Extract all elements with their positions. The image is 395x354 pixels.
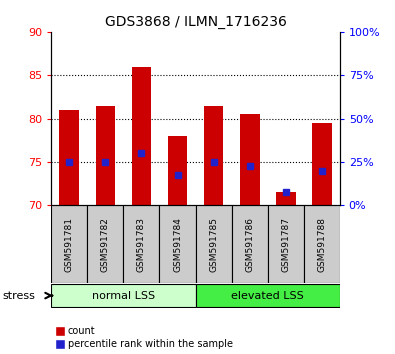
FancyBboxPatch shape: [267, 205, 304, 283]
FancyBboxPatch shape: [196, 205, 231, 283]
FancyBboxPatch shape: [51, 284, 196, 308]
Text: GSM591786: GSM591786: [245, 217, 254, 272]
Text: GSM591787: GSM591787: [281, 217, 290, 272]
FancyBboxPatch shape: [123, 205, 160, 283]
Text: normal LSS: normal LSS: [92, 291, 155, 301]
Title: GDS3868 / ILMN_1716236: GDS3868 / ILMN_1716236: [105, 16, 286, 29]
FancyBboxPatch shape: [51, 205, 87, 283]
Bar: [204, 105, 224, 205]
Bar: [312, 123, 331, 205]
FancyBboxPatch shape: [304, 205, 340, 283]
Bar: [240, 114, 260, 205]
Text: elevated LSS: elevated LSS: [231, 291, 304, 301]
FancyBboxPatch shape: [160, 205, 196, 283]
Bar: [60, 110, 79, 205]
Bar: [132, 67, 151, 205]
FancyBboxPatch shape: [87, 205, 123, 283]
FancyBboxPatch shape: [196, 284, 340, 308]
FancyBboxPatch shape: [231, 205, 267, 283]
Text: GSM591785: GSM591785: [209, 217, 218, 272]
Text: GSM591781: GSM591781: [65, 217, 74, 272]
Text: GSM591782: GSM591782: [101, 217, 110, 272]
Bar: [96, 105, 115, 205]
Text: GSM591784: GSM591784: [173, 217, 182, 272]
Text: stress: stress: [2, 291, 35, 301]
Bar: [276, 192, 295, 205]
Bar: [167, 136, 187, 205]
Text: GSM591783: GSM591783: [137, 217, 146, 272]
Legend: count, percentile rank within the sample: count, percentile rank within the sample: [56, 326, 233, 349]
Text: GSM591788: GSM591788: [317, 217, 326, 272]
